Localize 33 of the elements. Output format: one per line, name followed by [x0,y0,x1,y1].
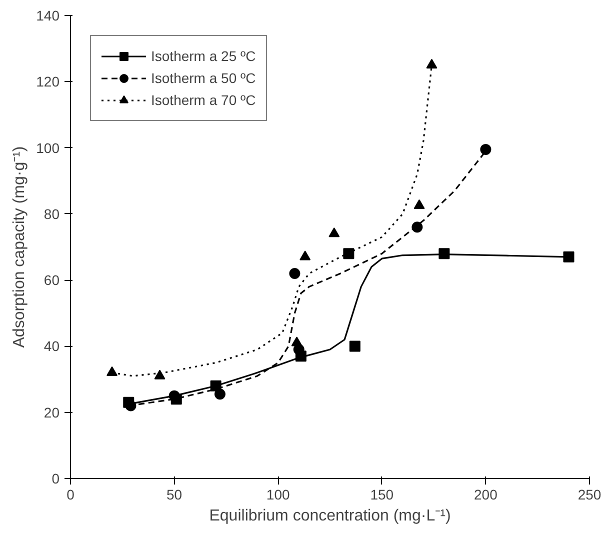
x-tick-label: 100 [266,486,290,502]
x-tick-label: 200 [474,486,498,502]
point [289,268,300,279]
point [300,250,311,260]
y-tick-label: 40 [44,338,60,354]
y-tick-label: 80 [44,206,60,222]
point [414,199,425,210]
y-tick-label: 0 [52,470,60,486]
x-tick-label: 0 [66,486,75,502]
x-axis-title: Equilibrium concentration (mg·L⁻¹) [209,508,451,524]
point [426,58,438,68]
point [412,222,423,233]
point [214,388,226,400]
point [106,366,118,376]
y-axis-title: Adsorption capacity (mg·g⁻¹) [11,146,28,348]
point [349,340,360,352]
y-tick-label: 140 [36,8,60,24]
point [328,228,340,238]
y-tick-label: 60 [44,272,60,288]
legend-label: Isotherm a 50 ºC [151,70,256,86]
y-tick-label: 120 [36,74,60,90]
x-tick-label: 250 [578,486,602,502]
y-tick-label: 20 [44,404,60,420]
y-tick-label: 100 [36,140,60,156]
point [480,144,492,155]
legend-label: Isotherm a 70 ºC [151,92,256,108]
point [154,370,166,380]
point [343,248,354,260]
point [563,251,574,262]
x-tick-label: 50 [166,486,182,502]
x-tick-label: 150 [370,486,394,502]
legend-label: Isotherm a 25 ºC [151,48,256,64]
point [291,336,302,346]
